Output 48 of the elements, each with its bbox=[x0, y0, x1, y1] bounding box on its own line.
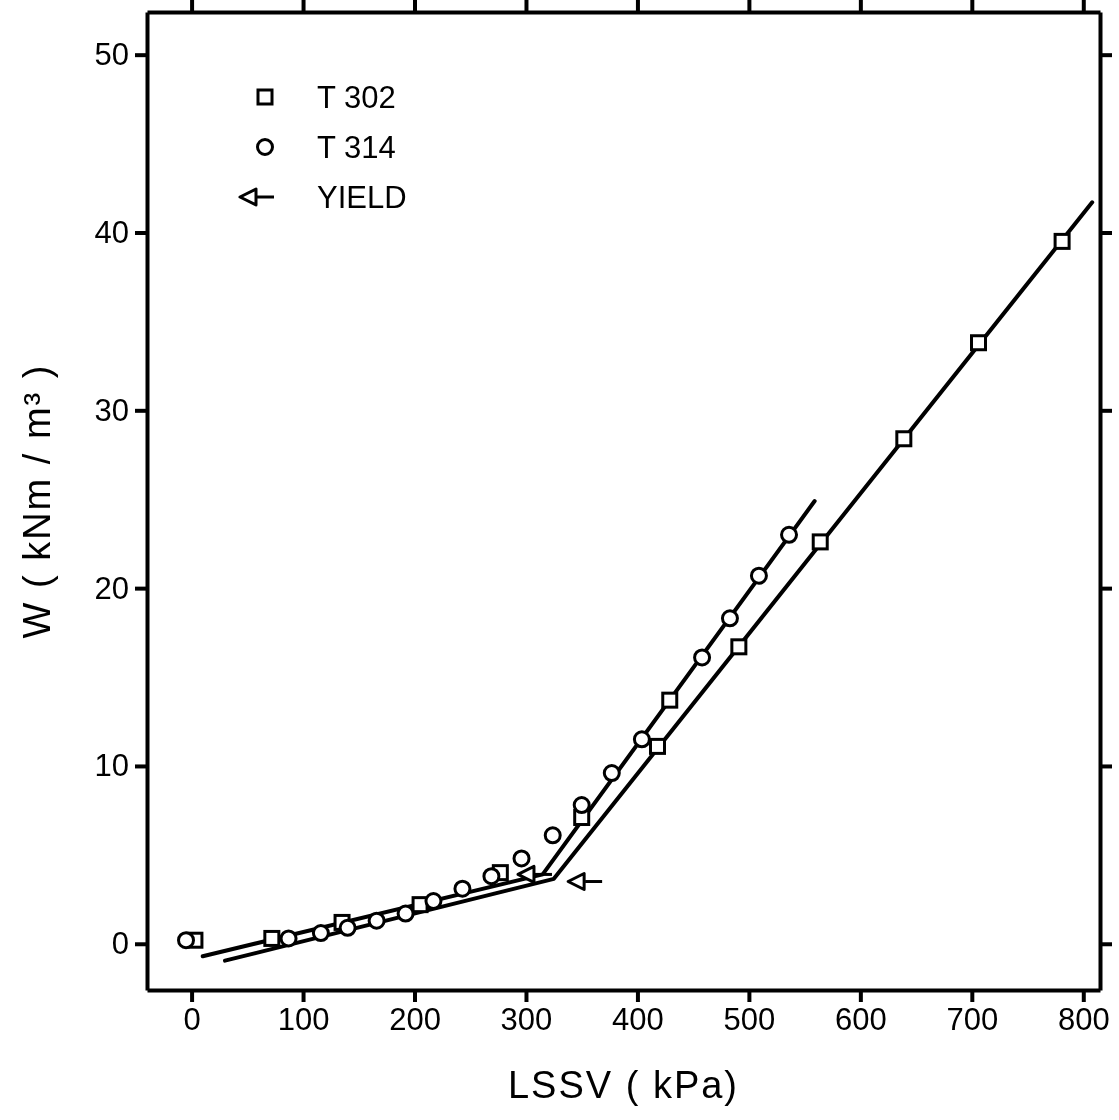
y-axis-title: W ( kNm / m³ ) bbox=[16, 363, 58, 639]
point bbox=[780, 525, 799, 544]
point bbox=[693, 648, 712, 667]
point bbox=[453, 879, 472, 898]
legend-label: T 314 bbox=[317, 129, 396, 165]
legend-label: YIELD bbox=[317, 179, 407, 215]
y-tick-label: 50 bbox=[94, 37, 129, 73]
x-tick-label: 0 bbox=[183, 1002, 201, 1038]
point bbox=[516, 864, 536, 884]
point bbox=[602, 764, 621, 783]
point bbox=[279, 929, 298, 948]
point bbox=[1053, 232, 1071, 250]
point bbox=[895, 430, 913, 448]
point bbox=[512, 849, 531, 868]
y-tick-label: 10 bbox=[94, 748, 129, 784]
point bbox=[543, 826, 562, 845]
x-tick-label: 200 bbox=[389, 1002, 441, 1038]
point bbox=[482, 867, 501, 886]
legend-label: T 302 bbox=[317, 79, 396, 115]
point bbox=[720, 609, 739, 628]
x-tick-label: 800 bbox=[1057, 1002, 1110, 1038]
point bbox=[661, 691, 679, 709]
x-tick-label: 400 bbox=[612, 1002, 664, 1038]
x-tick-label: 600 bbox=[834, 1002, 887, 1038]
y-tick-label: 0 bbox=[111, 926, 129, 962]
point bbox=[730, 638, 748, 656]
point bbox=[572, 796, 591, 815]
point bbox=[424, 892, 443, 911]
y-tick-label: 20 bbox=[94, 570, 129, 606]
point bbox=[367, 911, 386, 930]
point bbox=[649, 737, 666, 755]
x-tick-label: 700 bbox=[946, 1002, 999, 1038]
point bbox=[263, 929, 281, 947]
point bbox=[177, 931, 196, 950]
point bbox=[632, 730, 651, 749]
y-tick-label: 30 bbox=[94, 392, 129, 428]
point bbox=[396, 904, 415, 923]
x-tick-label: 100 bbox=[277, 1002, 330, 1038]
point bbox=[338, 918, 357, 937]
x-tick-label: 500 bbox=[723, 1002, 776, 1038]
point bbox=[566, 872, 586, 892]
point bbox=[970, 334, 988, 352]
point bbox=[311, 924, 330, 943]
point bbox=[749, 566, 768, 585]
y-tick-label: 40 bbox=[94, 214, 129, 250]
point bbox=[811, 533, 829, 551]
x-tick-label: 300 bbox=[500, 1002, 553, 1038]
x-axis-title: LSSV ( kPa) bbox=[507, 1064, 740, 1106]
